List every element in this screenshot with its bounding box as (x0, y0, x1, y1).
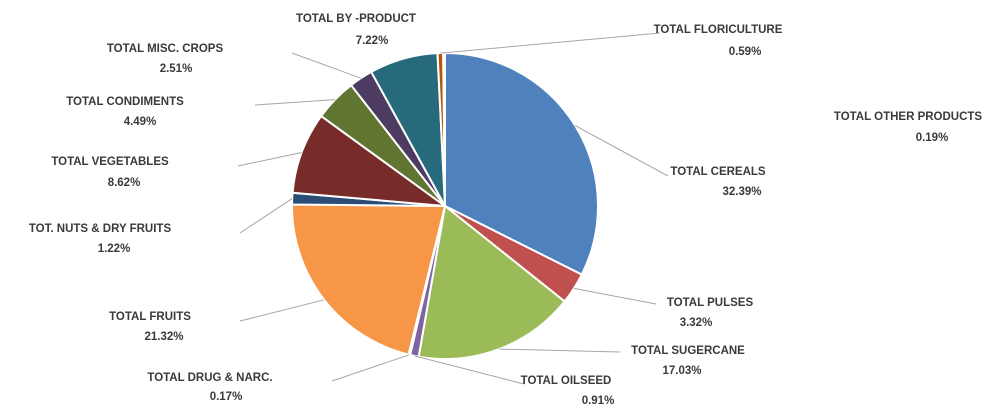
pie-slices (291, 51, 599, 360)
data-labels: TOTAL CEREALS 32.39% TOTAL PULSES 3.32% TOTA… (29, 13, 983, 406)
slice-name-label: TOTAL PULSES (667, 297, 754, 309)
pie-slice-total-cereals (444, 51, 599, 276)
slice-percent-label: 4.49% (124, 116, 157, 128)
slice-percent-label: 3.32% (680, 317, 713, 329)
leader-line-total-vegetables (237, 152, 302, 167)
leader-line-total-misc-crops (291, 52, 362, 79)
slice-name-label: TOTAL OILSEED (521, 375, 612, 387)
slice-percent-label: 2.51% (160, 63, 193, 75)
leader-lines (237, 32, 669, 385)
slice-percent-label: 0.19% (916, 132, 949, 144)
leader-line-tot-nuts-dry-fruits (239, 198, 293, 234)
slice-name-label: TOTAL VEGETABLES (51, 156, 169, 168)
slice-name-label: TOTAL FRUITS (109, 311, 191, 323)
leader-line-total-floriculture (440, 32, 661, 54)
leader-line-total-drug-narc (331, 354, 410, 382)
slice-percent-label: 0.91% (582, 395, 615, 406)
leader-line-total-condiments (254, 99, 336, 106)
slice-percent-label: 0.59% (729, 46, 762, 58)
slice-percent-label: 1.22% (98, 243, 131, 255)
slice-percent-label: 0.17% (210, 391, 243, 403)
slice-percent-label: 32.39% (722, 186, 761, 198)
leader-line-total-oilseed (414, 355, 525, 385)
leader-line-total-pulses (573, 287, 657, 305)
slice-percent-label: 17.03% (662, 365, 701, 377)
slice-name-label: TOTAL SUGERCANE (631, 345, 745, 357)
pie-slice-total-vegetables (291, 114, 449, 208)
slice-name-label: TOTAL CONDIMENTS (66, 96, 184, 108)
leader-line-total-cereals (574, 125, 669, 177)
pie-slice-total-fruits (291, 203, 447, 356)
slice-name-label: TOTAL CEREALS (670, 166, 766, 178)
slice-percent-label: 8.62% (108, 177, 141, 189)
leader-line-total-fruits (239, 299, 325, 322)
slice-name-label: TOTAL MISC. CROPS (107, 43, 224, 55)
slice-percent-label: 7.22% (356, 35, 389, 47)
slice-percent-label: 21.32% (144, 331, 183, 343)
slice-name-label: TOTAL BY -PRODUCT (296, 13, 416, 25)
leader-line-total-sugercane (499, 348, 621, 353)
slice-name-label: TOT. NUTS & DRY FRUITS (29, 223, 172, 235)
slice-name-label: TOTAL FLORICULTURE (654, 24, 783, 36)
slice-name-label: TOTAL OTHER PRODUCTS (834, 111, 983, 123)
slice-name-label: TOTAL DRUG & NARC. (147, 372, 272, 384)
